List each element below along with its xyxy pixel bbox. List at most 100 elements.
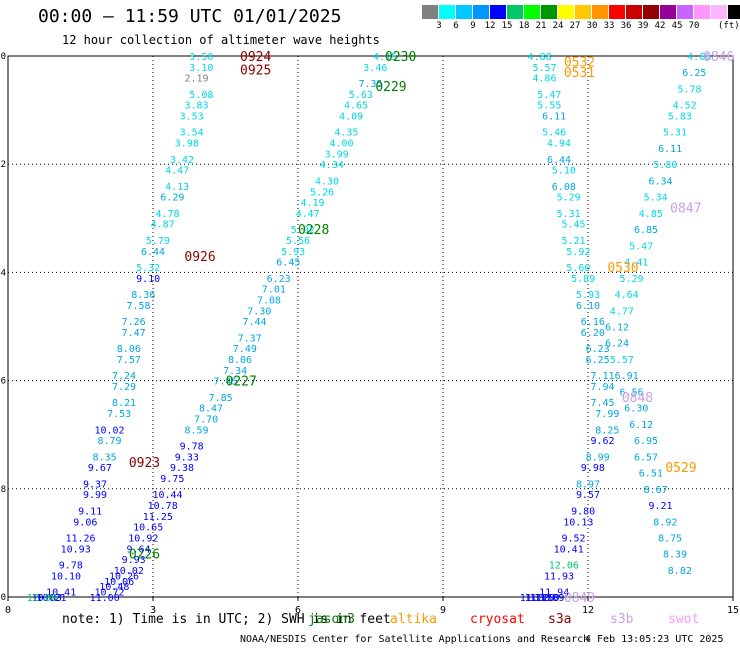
- plot-frame: [7, 55, 734, 598]
- x-tick-label: 3: [150, 605, 156, 616]
- wave-height-label: 10.83: [32, 593, 62, 604]
- wave-height-label: 10.10: [51, 571, 81, 582]
- wave-height-label: 8.36: [131, 290, 155, 301]
- color-scale-tick: 45: [671, 21, 683, 31]
- generated-timestamp: 4 Feb 13:05:23 UTC 2025: [585, 634, 724, 645]
- wave-height-label: 5.08: [189, 90, 213, 101]
- color-swatch: [711, 5, 728, 19]
- color-swatch: [643, 5, 660, 19]
- wave-height-label: 4.86: [532, 74, 556, 85]
- wave-height-label: 11.00: [90, 593, 120, 604]
- wave-height-label: 7.34: [223, 366, 247, 377]
- wave-height-label: 8.97: [576, 479, 600, 490]
- wave-height-label: 6.23: [267, 274, 291, 285]
- wave-height-label: 9.21: [648, 501, 672, 512]
- wave-height-label: 5.78: [677, 84, 701, 95]
- color-scale-tick: 24: [552, 21, 564, 31]
- wave-height-label: 7.35: [358, 79, 382, 90]
- wave-height-label: 7.45: [590, 398, 614, 409]
- pass-number-label: 0848: [622, 391, 653, 406]
- x-tick-label: 0: [5, 605, 11, 616]
- wave-height-label: 6.29: [160, 193, 184, 204]
- wave-height-label: 10.78: [148, 501, 178, 512]
- wave-height-label: 7.45: [213, 377, 237, 388]
- footer-note: note: 1) Time is in UTC; 2) SWH is in fe…: [62, 612, 391, 627]
- wave-height-label: 7.26: [122, 317, 146, 328]
- color-scale-tick: 33: [603, 21, 615, 31]
- wave-height-label: 7.47: [122, 328, 146, 339]
- wave-height-label: 12.00: [27, 593, 57, 604]
- wave-height-label: 4.09: [339, 112, 363, 123]
- wave-height-label: 11.26: [65, 533, 95, 544]
- wave-height-label: 9.93: [122, 555, 146, 566]
- wave-height-label: 6.12: [605, 323, 629, 334]
- satellite-s3b: s3b: [610, 612, 634, 627]
- wave-height-label: 6.11: [658, 144, 682, 155]
- color-scale-unit: (ft): [718, 21, 740, 31]
- wave-height-label: 5.80: [653, 160, 677, 171]
- wave-height-label: 4.88: [528, 52, 552, 63]
- wave-height-label: 3.53: [180, 112, 204, 123]
- x-tick-label: 15: [727, 605, 739, 616]
- wave-height-label: 5.56: [286, 236, 310, 247]
- wave-height-label: 6.91: [615, 371, 639, 382]
- wave-height-label: 9.75: [160, 474, 184, 485]
- wave-height-label: 5.34: [644, 193, 668, 204]
- credit-line: NOAA/NESDIS Center for Satellite Applica…: [240, 634, 590, 645]
- wave-height-label: 9.37: [83, 479, 107, 490]
- wave-height-label: 11.89: [534, 593, 564, 604]
- wave-height-label: 4.87: [151, 220, 175, 231]
- color-swatch: [541, 5, 558, 19]
- color-scale-tick: 36: [620, 21, 632, 31]
- wave-height-label: 6.11: [542, 112, 566, 123]
- wave-height-label: 5.02: [291, 225, 315, 236]
- wave-height-label: 4.47: [165, 166, 189, 177]
- wave-height-label: 11.20: [525, 593, 555, 604]
- page-subtitle: 12 hour collection of altimeter wave hei…: [62, 33, 380, 47]
- wave-height-label: 5.47: [537, 90, 561, 101]
- wave-height-label: 10.44: [152, 490, 182, 501]
- wave-height-label: 5.29: [619, 274, 643, 285]
- wave-height-label: 2.19: [184, 74, 208, 85]
- wave-height-label: 6.51: [639, 469, 663, 480]
- wave-height-label: 10.13: [563, 517, 593, 528]
- wave-height-label: 5.55: [537, 101, 561, 112]
- wave-height-label: 8.67: [644, 485, 668, 496]
- pass-number-label: 0226: [129, 548, 160, 563]
- wave-height-label: 5.26: [310, 187, 334, 198]
- wave-height-label: 10.02: [94, 425, 124, 436]
- wave-height-label: 10.93: [61, 544, 91, 555]
- wave-height-label: 6.95: [634, 436, 658, 447]
- wave-height-label: 7.94: [590, 382, 614, 393]
- color-scale-tick: 18: [518, 21, 530, 31]
- wave-height-label: 5.57: [532, 63, 556, 74]
- wave-height-label: 5.89: [571, 274, 595, 285]
- color-swatch: [558, 5, 575, 19]
- wave-height-label: 3.42: [170, 155, 194, 166]
- wave-height-label: 6.34: [648, 176, 672, 187]
- pass-number-label: 0847: [670, 201, 701, 216]
- wave-height-label: 3.83: [184, 101, 208, 112]
- wave-height-label: 10.48: [99, 582, 129, 593]
- wave-height-label: 4.85: [639, 209, 663, 220]
- wave-height-label: 10.02: [114, 566, 144, 577]
- satellite-swot: swot: [668, 612, 700, 627]
- wave-height-label: 6.20: [581, 328, 605, 339]
- wave-height-label: 5.47: [629, 241, 653, 252]
- wave-height-label: 7.29: [112, 382, 136, 393]
- wave-height-label: 6.56: [619, 387, 643, 398]
- wave-height-label: 8.39: [663, 550, 687, 561]
- wave-height-label: 6.23: [586, 344, 610, 355]
- wave-height-label: 7.37: [238, 333, 262, 344]
- wave-height-label: 5.21: [561, 236, 585, 247]
- wave-height-label: 6.25: [586, 355, 610, 366]
- wave-height-label: 9.80: [571, 506, 595, 517]
- color-swatch: [422, 5, 439, 19]
- wave-height-label: 11.93: [544, 571, 574, 582]
- wave-height-label: 9.11: [78, 506, 102, 517]
- wave-height-label: 5.46: [542, 128, 566, 139]
- y-tick-label: -40: [0, 593, 6, 603]
- color-swatch: [456, 5, 473, 19]
- wave-height-label: 9.52: [561, 533, 585, 544]
- wave-height-label: 7.57: [117, 355, 141, 366]
